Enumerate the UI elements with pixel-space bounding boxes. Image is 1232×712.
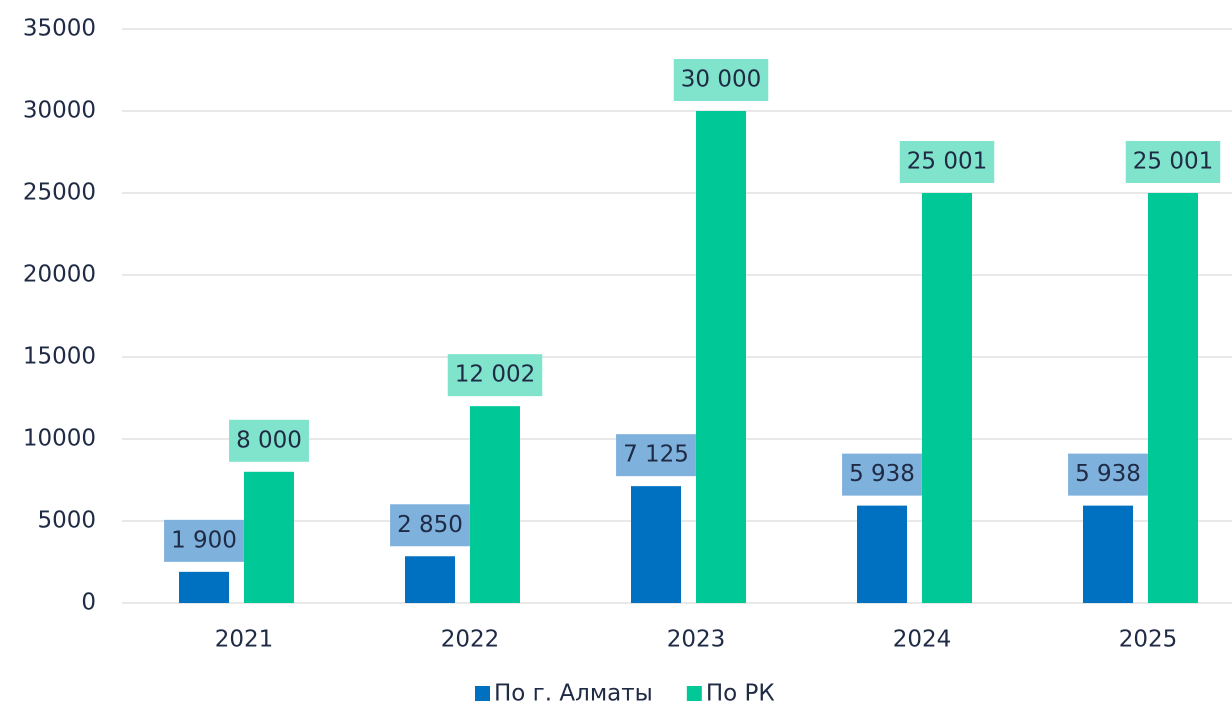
data-label-text: 25 001 bbox=[907, 148, 987, 174]
x-tick-label: 2021 bbox=[215, 627, 274, 653]
data-label: 2 850 bbox=[390, 504, 470, 547]
data-label-bg bbox=[899, 140, 995, 183]
bar bbox=[857, 505, 907, 603]
data-label: 25 001 bbox=[1125, 140, 1221, 183]
y-tick-label: 35000 bbox=[23, 16, 96, 42]
bar bbox=[696, 111, 746, 603]
data-label-text: 8 000 bbox=[236, 427, 302, 453]
data-label-bg bbox=[229, 419, 309, 462]
data-label-bg bbox=[616, 434, 696, 477]
data-label-bg bbox=[1068, 453, 1148, 496]
data-label-text: 7 125 bbox=[623, 442, 689, 468]
bar bbox=[631, 486, 681, 603]
data-label: 5 938 bbox=[1068, 453, 1148, 496]
data-label-text: 30 000 bbox=[681, 67, 761, 93]
data-label-bg bbox=[673, 59, 769, 101]
legend-swatch bbox=[686, 686, 702, 701]
x-tick-label: 2022 bbox=[441, 627, 500, 653]
y-tick-label: 30000 bbox=[23, 98, 96, 124]
data-label-text: 5 938 bbox=[1075, 461, 1141, 487]
data-label: 5 938 bbox=[842, 453, 922, 496]
data-label-bg bbox=[164, 519, 244, 562]
bar bbox=[179, 571, 229, 603]
data-label-bg bbox=[447, 354, 543, 397]
bar bbox=[405, 556, 455, 603]
data-label-bg bbox=[1125, 140, 1221, 183]
legend-label: По г. Алматы bbox=[494, 681, 653, 707]
y-tick-label: 25000 bbox=[23, 180, 96, 206]
bar bbox=[470, 406, 520, 603]
data-label: 30 000 bbox=[673, 59, 769, 101]
data-label: 1 900 bbox=[164, 519, 244, 562]
bar bbox=[922, 192, 972, 604]
y-tick-label: 15000 bbox=[23, 344, 96, 370]
y-tick-label: 10000 bbox=[23, 426, 96, 452]
data-label-text: 12 002 bbox=[455, 362, 535, 388]
legend-swatch bbox=[475, 686, 490, 701]
legend-label: По РК bbox=[706, 681, 775, 707]
data-label-text: 5 938 bbox=[849, 461, 915, 487]
data-label-bg bbox=[390, 504, 470, 547]
data-label-text: 1 900 bbox=[171, 527, 237, 553]
data-label: 7 125 bbox=[616, 434, 696, 477]
bar bbox=[244, 471, 294, 603]
data-label-text: 25 001 bbox=[1133, 148, 1213, 174]
bar bbox=[1083, 505, 1133, 603]
data-label-bg bbox=[842, 453, 922, 496]
data-label: 12 002 bbox=[447, 354, 543, 397]
y-tick-label: 5000 bbox=[37, 508, 96, 534]
data-label: 25 001 bbox=[899, 140, 995, 183]
bar bbox=[1148, 192, 1198, 604]
x-tick-label: 2023 bbox=[667, 627, 726, 653]
data-label: 8 000 bbox=[229, 419, 309, 462]
y-tick-label: 0 bbox=[81, 590, 96, 616]
x-tick-label: 2024 bbox=[893, 627, 952, 653]
data-label-text: 2 850 bbox=[397, 512, 463, 538]
y-tick-label: 20000 bbox=[23, 262, 96, 288]
x-tick-label: 2025 bbox=[1119, 627, 1178, 653]
